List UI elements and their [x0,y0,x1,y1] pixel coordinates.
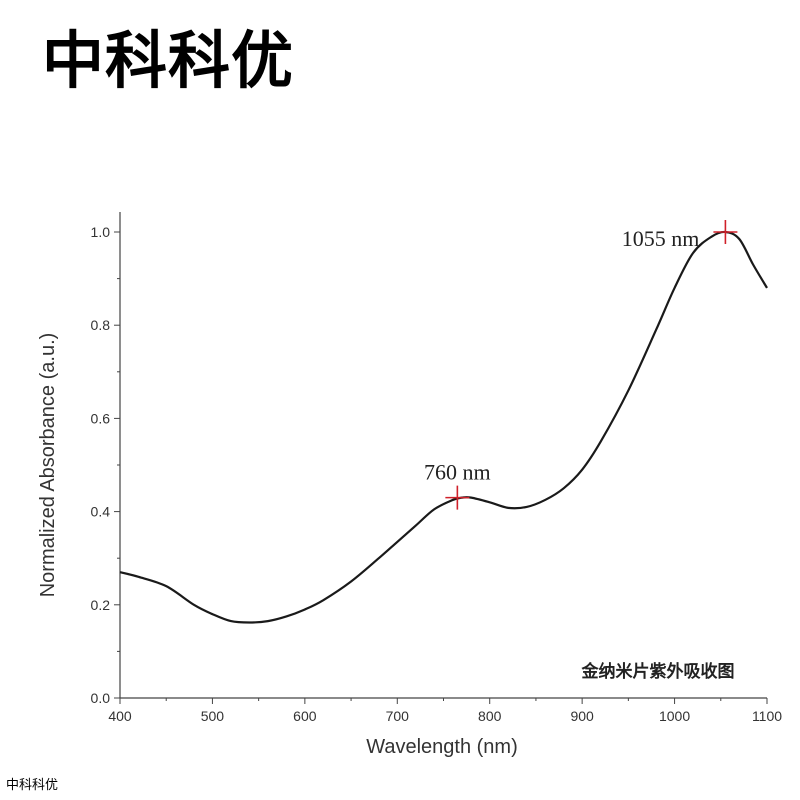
peak-label: 760 nm [424,460,491,485]
peak-label: 1055 nm [622,226,700,251]
chart-caption: 金纳米片紫外吸收图 [581,661,735,682]
x-tick-label: 800 [478,708,502,724]
y-tick-label: 0.0 [91,690,111,706]
y-tick-label: 0.6 [91,410,111,426]
axes-group: 400 500 600 700 800 900 1000 1100 0.0 0.2 0.4 0.6 0.… [91,212,782,724]
x-tick-label: 600 [293,708,317,724]
y-axis-title: Normalized Absorbance (a.u.) [37,333,59,598]
x-tick-label: 900 [570,708,594,724]
y-tick-label: 0.2 [91,597,111,613]
y-tick-label: 0.8 [91,317,111,333]
y-tick-label: 1.0 [91,224,111,240]
series-line [119,230,768,624]
x-tick-label: 500 [201,708,225,724]
x-tick-label: 1000 [659,708,690,724]
x-tick-label: 1100 [752,708,782,724]
x-axis-title: Wavelength (nm) [366,736,518,758]
y-tick-label: 0.4 [91,504,111,520]
x-tick-label: 400 [108,708,132,724]
marks-group: 760 nm 1055 nm [119,220,768,624]
x-tick-label: 700 [386,708,410,724]
brand-title: 中科科优 [42,24,295,97]
footer-brand: 中科科优 [6,778,59,793]
